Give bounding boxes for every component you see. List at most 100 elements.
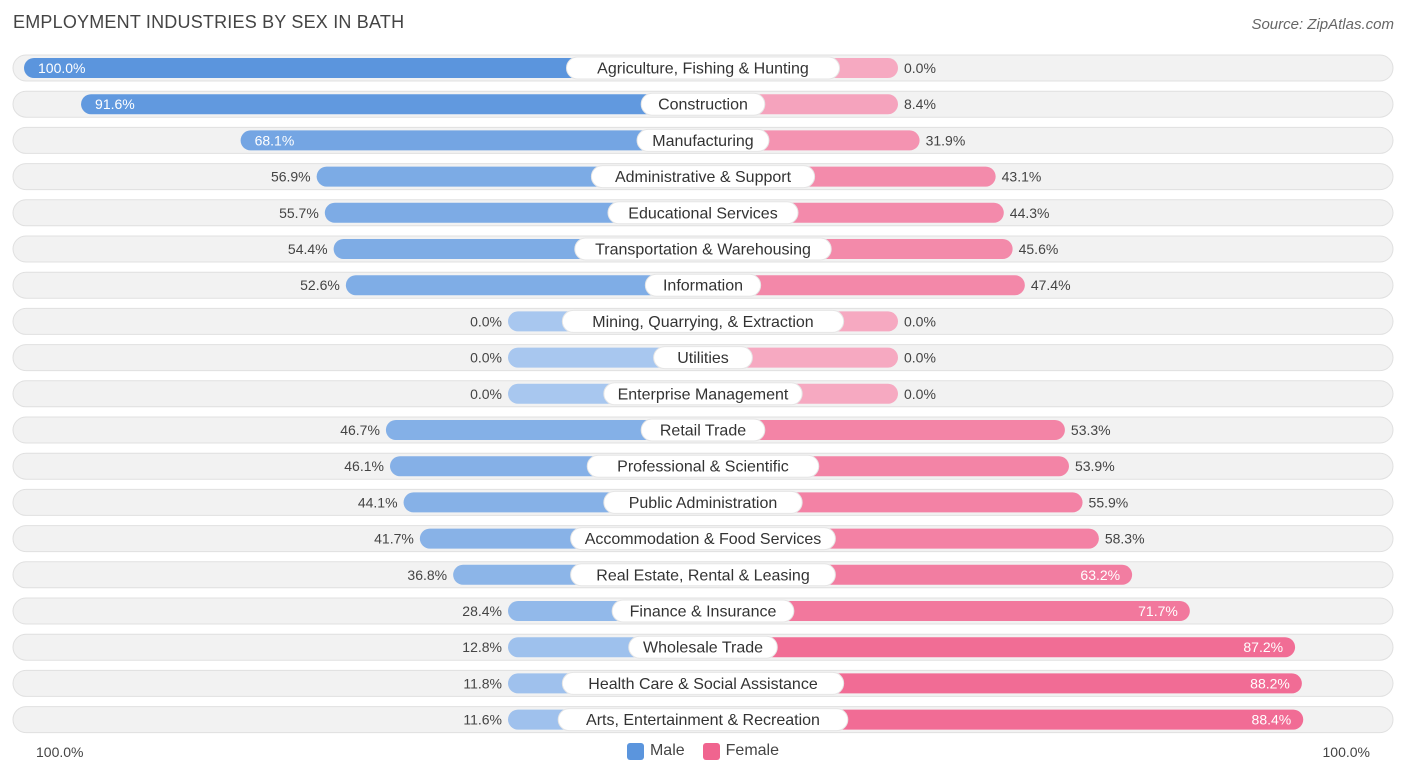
- female-value-label: 55.9%: [1089, 494, 1129, 510]
- male-value-label: 0.0%: [470, 313, 502, 329]
- male-bar: [240, 130, 703, 151]
- male-bar: [345, 275, 703, 296]
- female-bar: [703, 673, 1302, 694]
- male-bar: [324, 202, 703, 223]
- male-value-label: 41.7%: [374, 531, 414, 547]
- female-value-label: 45.6%: [1019, 241, 1059, 257]
- legend-label-female: Female: [725, 742, 780, 759]
- female-value-label: 47.4%: [1031, 277, 1071, 293]
- category-pill: [561, 309, 845, 333]
- category-label: Mining, Quarrying, & Extraction: [592, 314, 813, 331]
- category-label: Arts, Entertainment & Recreation: [586, 712, 820, 729]
- category-pill: [561, 671, 845, 695]
- category-pill: [566, 56, 840, 80]
- male-value-label: 44.1%: [358, 494, 398, 510]
- female-bar: [703, 601, 1190, 621]
- male-value-label: 36.8%: [407, 567, 447, 583]
- category-pill: [640, 418, 766, 442]
- axis-left-label: 100.0%: [36, 744, 84, 760]
- legend-item-male[interactable]: Male: [626, 742, 685, 760]
- category-pill: [628, 635, 778, 659]
- female-value-label: 43.1%: [1002, 169, 1042, 185]
- male-value-label: 0.0%: [470, 386, 502, 402]
- chart-title: EMPLOYMENT INDUSTRIES BY SEX IN BATH: [13, 12, 405, 32]
- category-label: Retail Trade: [660, 423, 746, 440]
- category-pill: [603, 490, 803, 514]
- category-pill: [590, 165, 816, 189]
- category-pill: [653, 346, 753, 370]
- category-pill: [574, 237, 832, 261]
- female-bar: [703, 420, 1065, 440]
- category-label: Enterprise Management: [618, 386, 789, 403]
- category-label: Construction: [658, 97, 748, 114]
- category-pill: [607, 201, 799, 225]
- category-pill: [640, 92, 766, 116]
- category-label: Agriculture, Fishing & Hunting: [597, 61, 809, 78]
- male-value-label: 68.1%: [255, 132, 295, 148]
- legend: Male Female: [0, 742, 1406, 760]
- category-pill: [586, 454, 820, 478]
- female-value-label: 0.0%: [904, 350, 936, 366]
- category-label: Health Care & Social Assistance: [588, 676, 818, 693]
- male-value-label: 46.7%: [340, 422, 380, 438]
- category-pill: [611, 599, 795, 623]
- category-label: Finance & Insurance: [630, 604, 777, 621]
- bar-chart: 100.0% 0.0% Agriculture, Fishing & Hunting…: [12, 54, 1394, 734]
- category-label: Professional & Scientific: [617, 459, 789, 476]
- female-value-label: 58.3%: [1105, 531, 1145, 547]
- axis-right-label: 100.0%: [1322, 744, 1370, 760]
- female-value-label: 63.2%: [1080, 567, 1120, 583]
- legend-item-female[interactable]: Female: [702, 742, 780, 760]
- female-bar: [703, 709, 1304, 730]
- category-pill: [644, 273, 762, 297]
- male-value-label: 91.6%: [95, 96, 135, 112]
- female-bar: [703, 637, 1296, 658]
- male-swatch-icon: [626, 742, 644, 760]
- category-label: Accommodation & Food Services: [585, 531, 822, 548]
- category-label: Administrative & Support: [615, 169, 792, 186]
- category-pill: [636, 128, 770, 152]
- male-value-label: 55.7%: [279, 205, 319, 221]
- male-bar: [508, 347, 703, 368]
- female-value-label: 0.0%: [904, 313, 936, 329]
- female-value-label: 0.0%: [904, 386, 936, 402]
- male-value-label: 46.1%: [344, 458, 384, 474]
- male-value-label: 52.6%: [300, 277, 340, 293]
- category-label: Utilities: [677, 350, 729, 367]
- category-label: Manufacturing: [652, 133, 753, 150]
- male-bar: [81, 94, 703, 115]
- source-note: Source: ZipAtlas.com: [1251, 16, 1394, 33]
- category-label: Educational Services: [628, 205, 777, 222]
- female-swatch-icon: [702, 742, 720, 760]
- category-pill: [570, 527, 836, 551]
- male-value-label: 54.4%: [288, 241, 328, 257]
- category-pill: [557, 708, 849, 732]
- category-label: Public Administration: [629, 495, 778, 512]
- male-value-label: 12.8%: [462, 639, 502, 655]
- female-value-label: 31.9%: [926, 132, 966, 148]
- female-value-label: 87.2%: [1243, 639, 1283, 655]
- female-value-label: 88.2%: [1250, 675, 1290, 691]
- male-value-label: 11.8%: [463, 675, 502, 691]
- male-value-label: 0.0%: [470, 350, 502, 366]
- female-bar: [703, 347, 898, 368]
- female-value-label: 53.9%: [1075, 458, 1115, 474]
- female-value-label: 71.7%: [1138, 603, 1178, 619]
- category-label: Information: [663, 278, 743, 295]
- category-label: Wholesale Trade: [643, 640, 763, 657]
- female-value-label: 88.4%: [1252, 712, 1292, 728]
- female-value-label: 8.4%: [904, 96, 936, 112]
- male-value-label: 28.4%: [462, 603, 502, 619]
- male-bar: [24, 58, 703, 78]
- category-label: Transportation & Warehousing: [595, 242, 811, 259]
- female-value-label: 53.3%: [1071, 422, 1111, 438]
- female-value-label: 0.0%: [904, 60, 936, 76]
- male-value-label: 11.6%: [463, 712, 502, 728]
- male-value-label: 100.0%: [38, 60, 85, 76]
- male-value-label: 56.9%: [271, 169, 311, 185]
- legend-label-male: Male: [649, 742, 685, 759]
- category-pill: [603, 382, 803, 406]
- category-pill: [570, 563, 836, 587]
- female-value-label: 44.3%: [1010, 205, 1050, 221]
- category-label: Real Estate, Rental & Leasing: [596, 567, 809, 584]
